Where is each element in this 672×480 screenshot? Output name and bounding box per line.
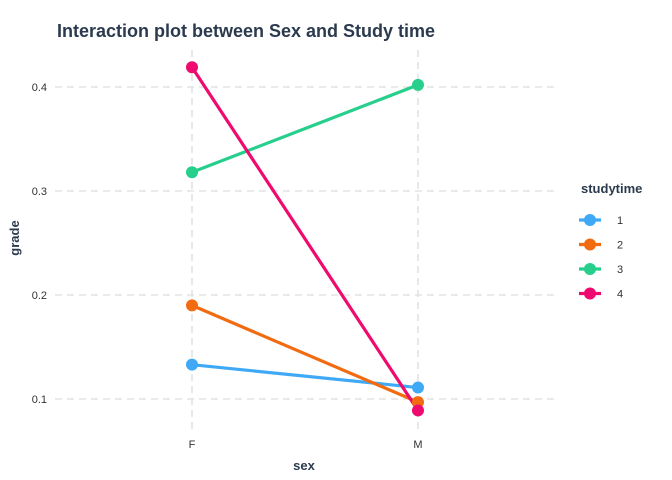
legend-label-2: 2 <box>617 240 623 252</box>
legend-key-point-3 <box>584 263 596 275</box>
point-3-m <box>412 78 424 91</box>
point-2-f <box>186 299 198 312</box>
series-points <box>186 61 424 417</box>
x-tick-label-f: F <box>189 439 196 451</box>
legend-key-point-1 <box>584 214 596 226</box>
point-1-f <box>186 358 198 371</box>
series-line-2 <box>190 303 420 404</box>
y-tick-label-4: 0.4 <box>32 82 47 94</box>
x-axis-title: sex <box>293 458 315 473</box>
legend-key-point-2 <box>584 238 596 251</box>
legend-label-1: 1 <box>617 215 623 227</box>
point-1-m <box>412 381 424 394</box>
y-axis-ticks: 0.1 0.2 0.3 0.4 <box>32 82 47 406</box>
point-3-f <box>186 166 198 179</box>
legend-title: studytime <box>581 181 642 196</box>
point-2-m <box>412 396 424 409</box>
series-lines <box>190 65 420 413</box>
legend-label-3: 3 <box>617 264 623 276</box>
legend-label-4: 4 <box>617 289 623 301</box>
x-tick-label-m: M <box>413 439 422 451</box>
y-tick-label-2: 0.2 <box>32 290 47 302</box>
legend-key-point-4 <box>584 287 596 300</box>
series-line-1 <box>190 363 420 390</box>
point-4-m <box>412 404 424 417</box>
point-4-f <box>186 61 198 74</box>
series-line-4 <box>190 65 420 413</box>
legend: 1 2 3 4 <box>579 214 623 301</box>
y-axis-title: grade <box>7 220 22 255</box>
y-tick-label-3: 0.3 <box>32 186 47 198</box>
chart-title: Interaction plot between Sex and Study t… <box>57 21 435 41</box>
y-tick-label-1: 0.1 <box>32 394 47 406</box>
series-line-3 <box>190 83 420 174</box>
